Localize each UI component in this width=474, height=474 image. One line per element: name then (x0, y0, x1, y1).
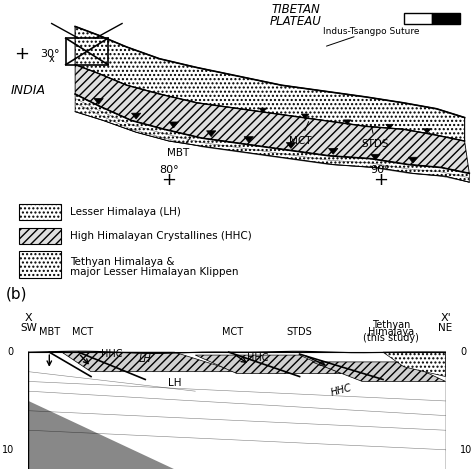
Text: STDS: STDS (287, 327, 312, 337)
Text: LH: LH (168, 378, 181, 388)
Text: +: + (14, 45, 28, 63)
Text: 80°: 80° (159, 165, 179, 175)
Bar (19, 228, 61, 244)
Text: 30°: 30° (40, 49, 59, 59)
Text: (this study): (this study) (364, 333, 419, 344)
Polygon shape (371, 155, 380, 160)
Text: Tethyan: Tethyan (372, 320, 410, 330)
Text: 10: 10 (460, 445, 473, 455)
Polygon shape (75, 27, 465, 141)
Text: MCT: MCT (289, 121, 311, 146)
Text: 0: 0 (460, 347, 466, 357)
Polygon shape (28, 352, 446, 469)
Text: (b): (b) (6, 286, 27, 301)
Text: Tethyan Himalaya &: Tethyan Himalaya & (71, 256, 175, 266)
Text: X: X (25, 313, 32, 323)
Text: 10: 10 (1, 445, 14, 455)
Text: 0: 0 (8, 347, 14, 357)
Text: MBT: MBT (39, 327, 60, 337)
Polygon shape (75, 64, 469, 173)
Bar (66, 38, 108, 64)
Bar (19, 204, 61, 220)
Polygon shape (75, 94, 469, 182)
Polygon shape (383, 352, 446, 376)
Text: TIBETAN: TIBETAN (271, 3, 320, 16)
Polygon shape (312, 362, 446, 382)
Text: HHC: HHC (247, 353, 269, 363)
Polygon shape (169, 122, 178, 128)
Text: PLATEAU: PLATEAU (270, 15, 322, 28)
Bar (404, 13, 432, 24)
Polygon shape (131, 113, 141, 119)
Text: +: + (373, 171, 388, 189)
Polygon shape (195, 355, 341, 374)
Text: MBT: MBT (167, 137, 191, 158)
Text: X': X' (440, 313, 451, 323)
Polygon shape (207, 131, 216, 137)
Polygon shape (301, 114, 309, 118)
Text: SW: SW (20, 323, 37, 333)
Text: major Lesser Himalayan Klippen: major Lesser Himalayan Klippen (71, 267, 239, 277)
Polygon shape (423, 129, 431, 133)
Polygon shape (286, 143, 296, 148)
Polygon shape (328, 148, 338, 155)
Polygon shape (408, 157, 418, 163)
Polygon shape (62, 352, 237, 372)
Polygon shape (344, 120, 351, 125)
Bar (19, 251, 61, 278)
Text: Himalaya: Himalaya (368, 327, 414, 337)
Bar (432, 13, 460, 24)
Text: INDIA: INDIA (11, 84, 46, 97)
Text: +: + (162, 171, 176, 189)
Text: LH: LH (139, 354, 152, 364)
Text: x: x (49, 54, 55, 64)
Text: HHC: HHC (101, 349, 123, 359)
Polygon shape (94, 99, 103, 104)
Text: 90°: 90° (370, 165, 390, 175)
Text: HHC: HHC (329, 383, 353, 398)
Polygon shape (28, 401, 174, 469)
Polygon shape (259, 108, 266, 113)
Polygon shape (386, 124, 393, 129)
Text: MCT: MCT (72, 327, 93, 337)
Text: Indus-Tsangpo Suture: Indus-Tsangpo Suture (322, 27, 419, 36)
Text: STDS: STDS (362, 126, 389, 149)
Text: MCT: MCT (222, 327, 243, 337)
Text: NE: NE (438, 323, 453, 333)
Polygon shape (244, 137, 254, 143)
Text: High Himalayan Crystallines (HHC): High Himalayan Crystallines (HHC) (71, 231, 252, 241)
Text: Lesser Himalaya (LH): Lesser Himalaya (LH) (71, 207, 182, 217)
